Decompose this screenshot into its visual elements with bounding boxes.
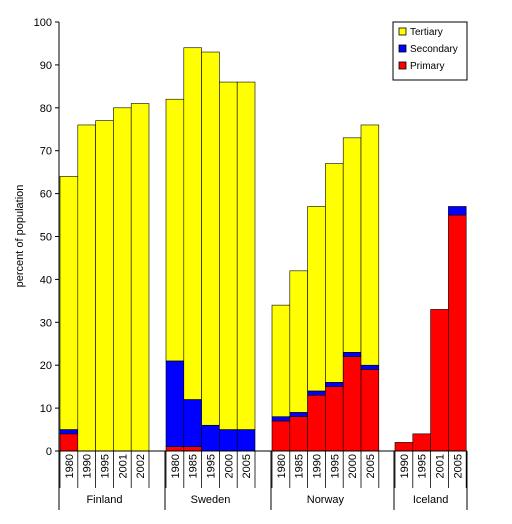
legend-swatch-tertiary xyxy=(398,27,407,36)
y-tick-label: 10 xyxy=(40,403,52,415)
x-tick-label: 2001 xyxy=(435,454,447,478)
bar-segment-tertiary xyxy=(95,120,114,452)
y-tick-label: 40 xyxy=(40,274,52,286)
bar-segment-tertiary xyxy=(236,81,256,430)
bar-segment-secondary xyxy=(59,429,79,435)
bar-segment-secondary xyxy=(219,429,238,452)
bar-segment-tertiary xyxy=(59,176,79,430)
bar-segment-primary xyxy=(271,420,291,452)
bar-segment-secondary xyxy=(360,364,380,370)
x-tick-label: 1980 xyxy=(64,454,76,478)
y-tick-label: 20 xyxy=(40,360,52,372)
bar-segment-primary xyxy=(412,433,431,452)
y-tick-label: 30 xyxy=(40,317,52,329)
bar-segment-tertiary xyxy=(130,103,150,452)
x-tick-label: 2002 xyxy=(135,454,147,478)
bar-segment-secondary xyxy=(183,399,202,448)
bar-segment-primary xyxy=(183,446,202,452)
x-tick-label: 1995 xyxy=(206,454,218,478)
group-label: Iceland xyxy=(413,494,448,506)
bar-segment-tertiary xyxy=(360,124,380,366)
bars-layer xyxy=(59,47,467,452)
legend: Tertiary Secondary Primary xyxy=(392,21,468,81)
bar-segment-tertiary xyxy=(113,107,132,452)
bar-segment-secondary xyxy=(448,206,467,216)
bar-segment-primary xyxy=(342,356,362,452)
x-tick-label: 1995 xyxy=(417,454,429,478)
y-tick-label: 70 xyxy=(40,146,52,158)
x-tick-label: 1990 xyxy=(399,454,411,478)
bar-segment-secondary xyxy=(307,390,326,396)
x-tick-label: 1980 xyxy=(276,454,288,478)
bar-segment-tertiary xyxy=(342,137,362,353)
bar-segment-tertiary xyxy=(165,98,185,362)
bar-segment-tertiary xyxy=(325,163,344,383)
y-axis-label: percent of population xyxy=(14,185,26,288)
bar-segment-primary xyxy=(289,416,308,452)
y-tick-label: 60 xyxy=(40,189,52,201)
bar-segment-secondary xyxy=(236,429,256,452)
bar-segment-primary xyxy=(307,394,326,452)
bar-segment-tertiary xyxy=(307,206,326,392)
x-tick-label: 2005 xyxy=(365,454,377,478)
x-axis: 1980 1990 1995 2001 2002 Finland 1980 1985 1995 2… xyxy=(58,450,468,510)
x-tick-label: 1990 xyxy=(312,454,324,478)
legend-swatch-secondary xyxy=(398,44,407,53)
x-tick-label: 2000 xyxy=(223,454,235,478)
bar-segment-secondary xyxy=(271,416,291,422)
bar-segment-primary xyxy=(360,369,380,452)
x-tick-label: 1980 xyxy=(170,454,182,478)
legend-label-tertiary: Tertiary xyxy=(410,27,443,38)
x-tick-label: 2005 xyxy=(452,454,464,478)
x-tick-label: 2001 xyxy=(117,454,129,478)
y-tick-label: 80 xyxy=(40,103,52,115)
bar-segment-secondary xyxy=(165,360,185,448)
x-tick-label: 1995 xyxy=(329,454,341,478)
x-tick-label: 1985 xyxy=(188,454,200,478)
bar-segment-primary xyxy=(59,433,79,452)
bar-segment-primary xyxy=(430,309,449,452)
legend-swatch-primary xyxy=(398,61,407,70)
bar-segment-tertiary xyxy=(271,304,291,417)
y-tick-label: 90 xyxy=(40,60,52,72)
bar-segment-secondary xyxy=(342,352,362,357)
bar-segment-primary xyxy=(165,446,185,452)
y-axis: 0 10 20 30 40 50 60 70 80 90 100 xyxy=(34,17,60,458)
bar-segment-primary xyxy=(448,214,467,452)
group-label: Finland xyxy=(86,494,122,506)
y-tick-label: 0 xyxy=(46,446,52,458)
x-tick-label: 1985 xyxy=(294,454,306,478)
bar-segment-tertiary xyxy=(183,47,202,400)
bar-segment-secondary xyxy=(201,424,220,452)
bar-segment-tertiary xyxy=(219,81,238,430)
bar-segment-secondary xyxy=(325,382,344,387)
group-label: Norway xyxy=(307,494,345,506)
x-tick-label: 1990 xyxy=(82,454,94,478)
y-tick-label: 50 xyxy=(40,232,52,244)
x-tick-label: 1995 xyxy=(100,454,112,478)
bar-segment-secondary xyxy=(289,412,308,417)
x-tick-label: 2000 xyxy=(347,454,359,478)
x-tick-label: 2005 xyxy=(241,454,253,478)
bar-segment-primary xyxy=(325,386,344,452)
legend-label-primary: Primary xyxy=(410,61,444,72)
bar-segment-tertiary xyxy=(201,51,220,426)
bar-segment-tertiary xyxy=(289,270,308,413)
legend-label-secondary: Secondary xyxy=(410,44,458,55)
bar-segment-tertiary xyxy=(77,124,96,452)
bar-segment-primary xyxy=(394,442,414,452)
group-label: Sweden xyxy=(191,494,231,506)
y-tick-label: 100 xyxy=(34,17,52,29)
